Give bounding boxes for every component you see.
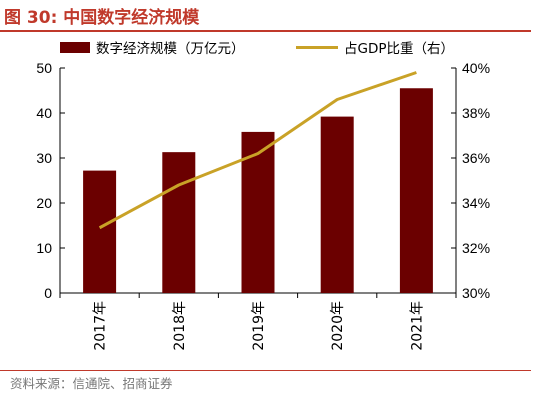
x-tick-label: 2021年 xyxy=(409,301,425,351)
legend-bar-label: 数字经济规模（万亿元） xyxy=(96,41,245,57)
y-left-tick-label: 40 xyxy=(36,105,52,121)
source-note: 资料来源：信通院、招商证券 xyxy=(10,376,173,391)
line-series xyxy=(98,71,417,230)
y-right-tick-label: 36% xyxy=(462,150,490,166)
bar xyxy=(241,131,275,293)
y-left-tick-label: 0 xyxy=(44,285,52,301)
x-tick-label: 2017年 xyxy=(93,301,109,351)
chart-title: 图 30: 中国数字经济规模 xyxy=(4,8,200,28)
bar xyxy=(162,152,196,293)
legend-line-label: 占GDP比重（右） xyxy=(344,41,454,57)
tick-labels: 0 10 20 30 40 50 30% 32% 34% 36% 38% 40% 2017年 2018年 2… xyxy=(36,60,490,351)
bar xyxy=(399,88,433,293)
y-right-tick-label: 40% xyxy=(462,60,490,76)
y-left-tick-label: 50 xyxy=(36,60,52,76)
y-right-tick-label: 30% xyxy=(462,285,490,301)
title-divider xyxy=(0,30,531,32)
y-left-tick-label: 10 xyxy=(36,240,52,256)
x-tick-label: 2020年 xyxy=(330,301,346,351)
legend: 数字经济规模（万亿元） 占GDP比重（右） xyxy=(60,41,454,57)
source-divider xyxy=(0,370,531,371)
x-tick-label: 2019年 xyxy=(251,301,267,351)
bar xyxy=(83,170,117,293)
y-right-tick-label: 32% xyxy=(462,240,490,256)
bar xyxy=(320,116,354,293)
x-tick-label: 2018年 xyxy=(172,301,188,351)
legend-bar-swatch xyxy=(60,42,90,53)
y-left-tick-label: 20 xyxy=(36,195,52,211)
y-left-tick-label: 30 xyxy=(36,150,52,166)
y-right-tick-label: 38% xyxy=(462,105,490,121)
bars xyxy=(83,88,433,293)
y-right-tick-label: 34% xyxy=(462,195,490,211)
